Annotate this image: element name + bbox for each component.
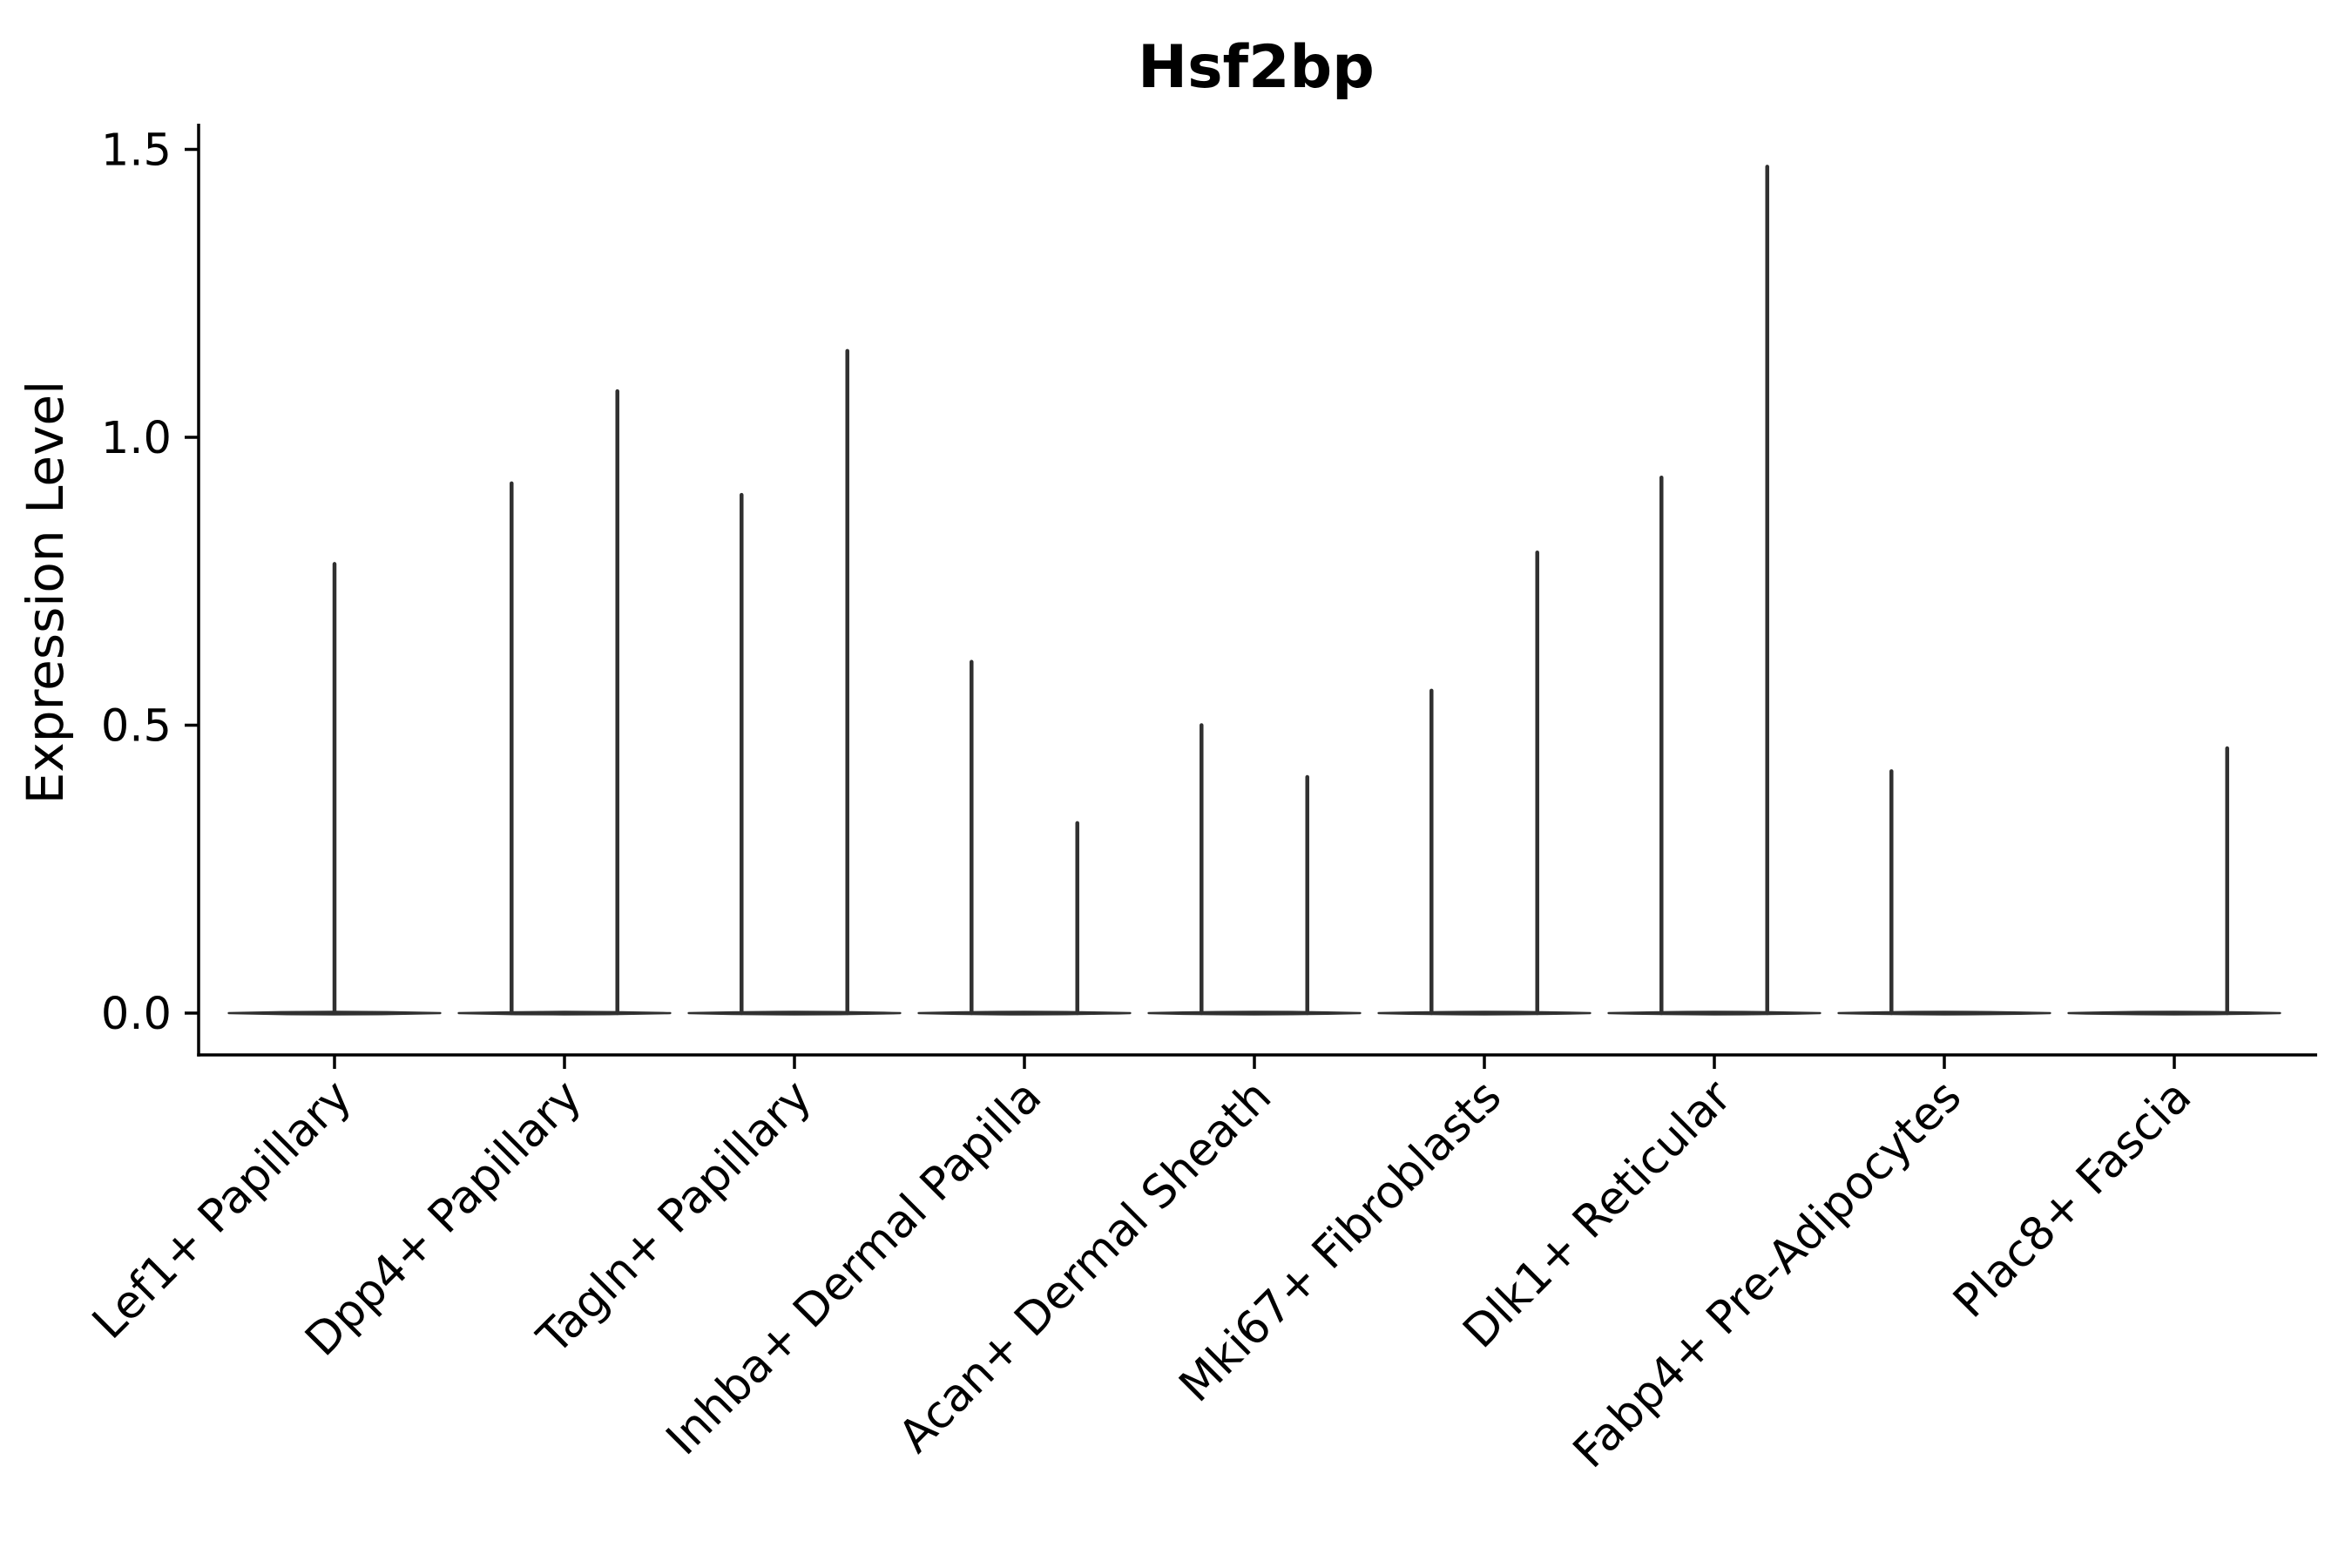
violin-baseline xyxy=(1607,1010,1821,1016)
violin xyxy=(917,659,1132,1016)
violin xyxy=(2067,746,2281,1016)
violin xyxy=(1837,769,2051,1016)
x-tick-label: Inhba+ Dermal Papilla xyxy=(657,1071,1051,1465)
y-axis-label: Expression Level xyxy=(16,381,75,804)
violin-layer xyxy=(227,165,2281,1016)
violin-baseline xyxy=(1837,1010,2051,1016)
violin xyxy=(1607,165,1821,1016)
x-tick-label: Fabp4+ Pre-Adipocytes xyxy=(1564,1071,1971,1478)
violin-baseline xyxy=(1377,1010,1592,1016)
x-tick-label: Plac8+ Fascia xyxy=(1943,1071,2201,1328)
violin xyxy=(227,562,442,1016)
violin-baseline xyxy=(2067,1010,2281,1016)
violin xyxy=(457,389,672,1016)
y-tick-label: 1.0 xyxy=(101,413,172,464)
x-tick-label: Acan+ Dermal Sheath xyxy=(889,1071,1282,1463)
chart-title: Hsf2bp xyxy=(1138,33,1375,102)
violin xyxy=(1377,550,1592,1016)
y-tick-label: 0.5 xyxy=(101,701,172,753)
violin xyxy=(687,348,902,1016)
violin-baseline xyxy=(1147,1010,1362,1016)
violin-baseline xyxy=(687,1010,902,1016)
violin-baseline xyxy=(917,1010,1132,1016)
violin-baseline xyxy=(457,1010,672,1016)
y-tick-label: 0.0 xyxy=(101,989,172,1040)
y-tick-label: 1.5 xyxy=(101,125,172,177)
violin xyxy=(1147,723,1362,1016)
